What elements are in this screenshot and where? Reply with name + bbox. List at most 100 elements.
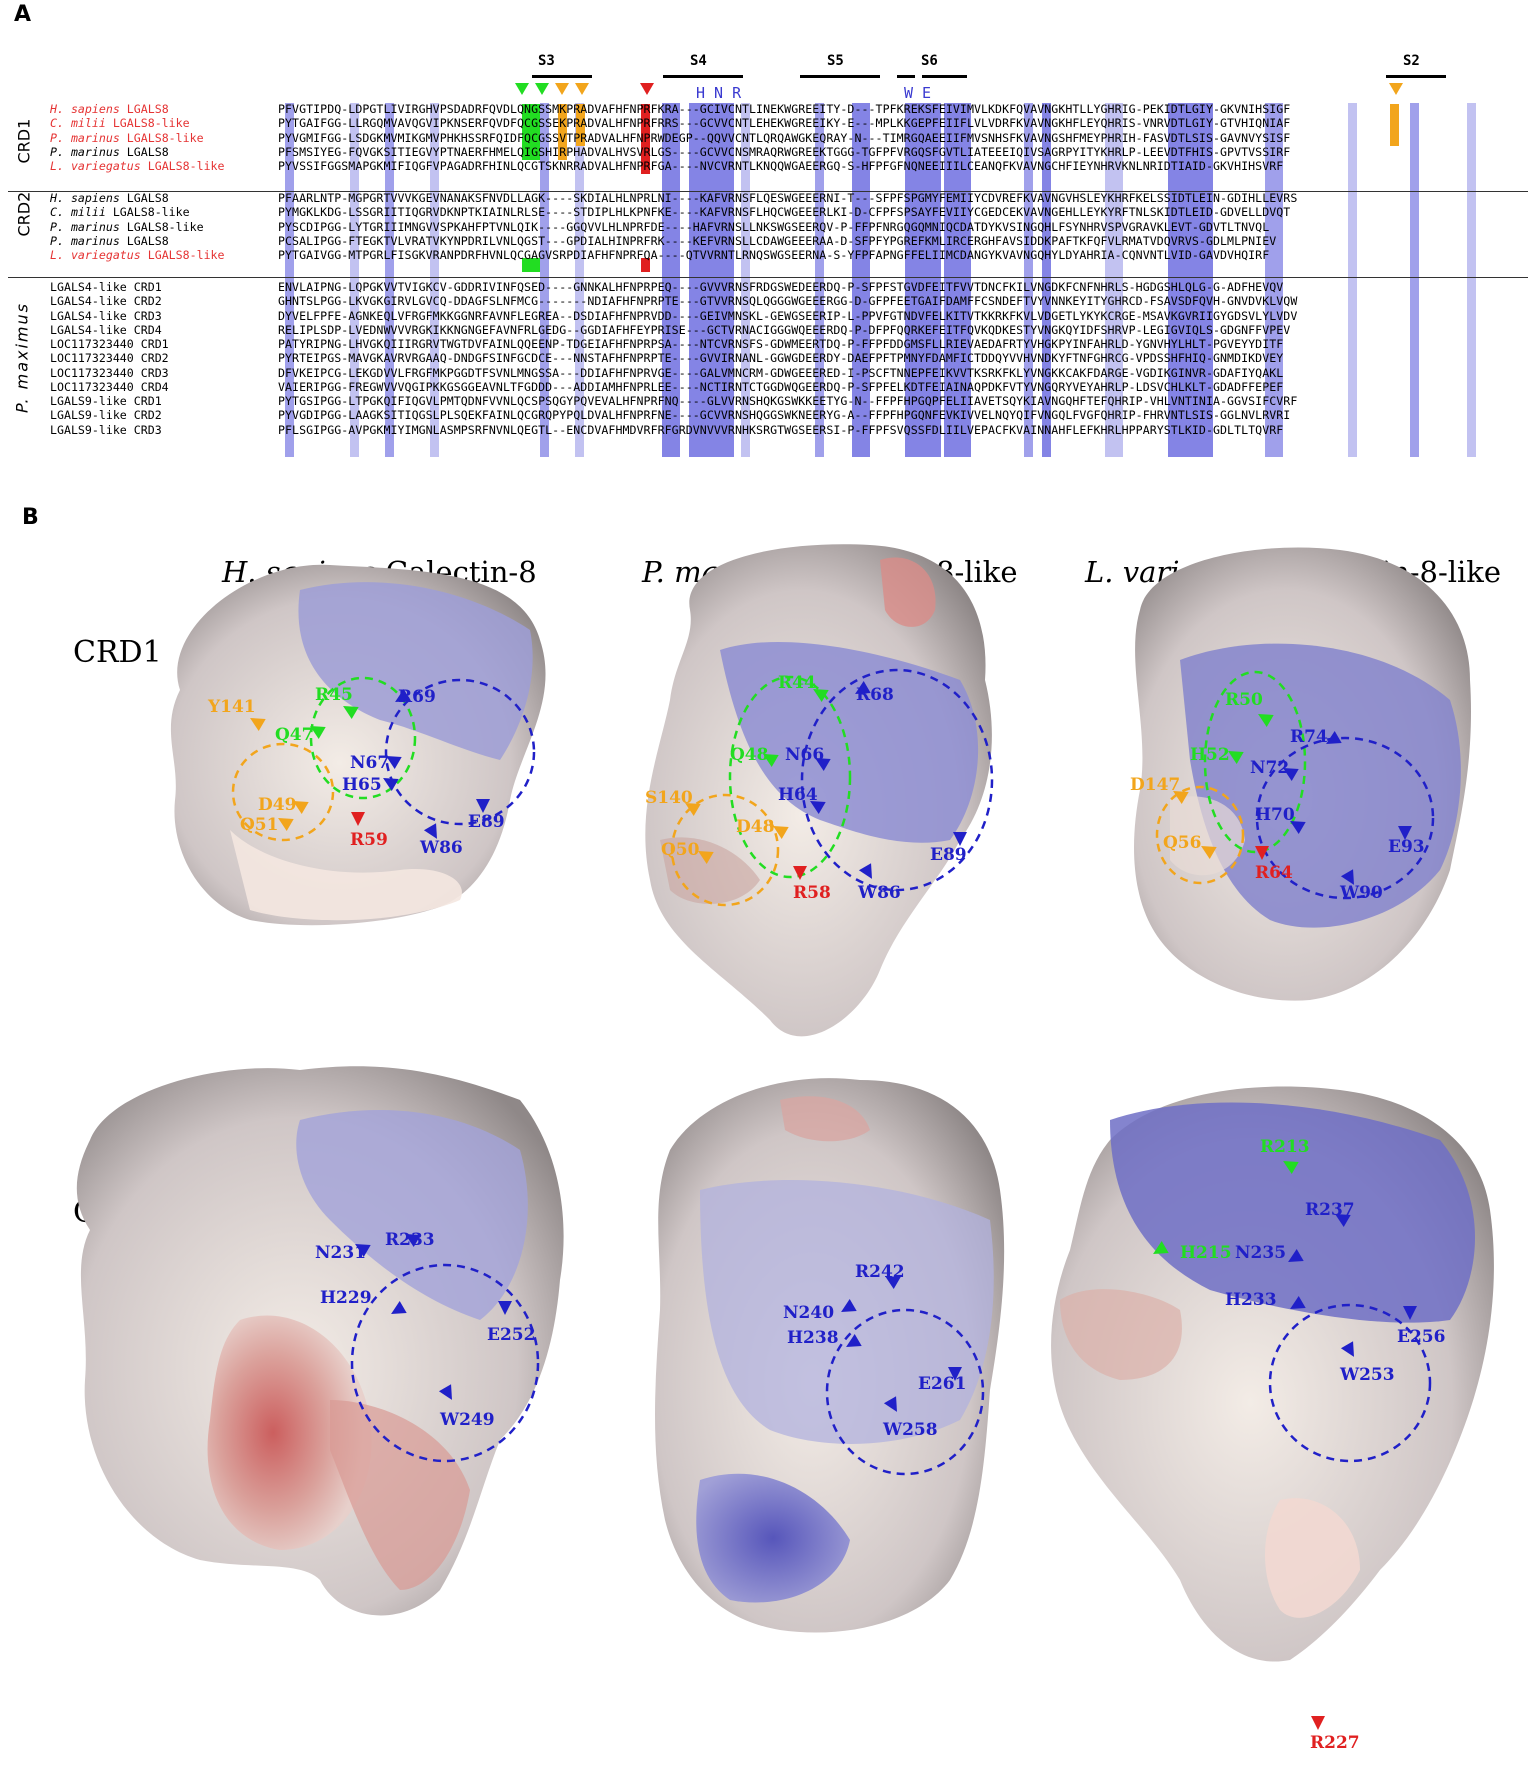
residue-label-e93: E93 — [1388, 837, 1425, 857]
site-circle-blue — [800, 668, 994, 892]
green-triangle-marker — [515, 83, 529, 95]
residue-triangle-marker — [355, 1244, 371, 1258]
sequence-name: P. marinus LGALS8 — [50, 144, 169, 159]
surface-lv-crd1 — [1134, 547, 1471, 1001]
residue-triangle-marker — [1201, 846, 1217, 860]
residue-triangle-marker — [883, 1396, 897, 1412]
sequence-row: PYTGAIFGG-LLRGQMVAVQGVIPKNSERFQVDFQCGSSE… — [278, 116, 1291, 131]
residue-triangle-marker — [1398, 826, 1412, 840]
residue-triangle-marker — [250, 718, 266, 732]
sequence-row: PFLSGIPGG-AVPGKMIYIMGNLASMPSRFNVNLQEGTL-… — [278, 422, 1284, 437]
residue-label-h65: H65 — [342, 775, 382, 795]
panel-a-label: A — [14, 2, 32, 27]
sequence-name: P. marinus LGALS8 — [50, 233, 169, 248]
residue-label-d147: D147 — [1130, 775, 1180, 795]
residue-triangle-marker — [395, 688, 411, 702]
residue-triangle-marker — [793, 866, 807, 880]
sequence-name: LOC117323440 CRD3 — [50, 365, 169, 380]
residue-triangle-marker — [310, 726, 326, 740]
residue-triangle-marker — [763, 754, 779, 768]
sequence-row: PYTGAIVGG-MTPGRLFISGKVRANPDRFHVNLQCGAGVS… — [278, 248, 1270, 262]
sequence-row: DFVKEIPCG-LEKGDVVLFRGFMKPGGDTFSVNLMNGSSA… — [278, 365, 1284, 380]
site-circle-orange — [670, 793, 780, 907]
sequence-row: PFAARLNTP-MGPGRTVVVKGEVNANAKSFNVDLLAGK--… — [278, 191, 1298, 205]
residue-triangle-marker — [391, 1300, 407, 1314]
residue-triangle-marker — [1340, 1341, 1354, 1357]
sequence-name: C. milii LGALS8-like — [50, 205, 190, 220]
residue-label-r50: R50 — [1225, 690, 1263, 710]
green-highlight — [522, 104, 540, 160]
residue-label-r58: R58 — [793, 883, 831, 903]
residue-label-q47: Q47 — [275, 725, 313, 745]
residue-label-r237: R237 — [1305, 1200, 1355, 1220]
residue-triangle-marker — [810, 801, 826, 815]
residue-triangle-marker — [386, 756, 402, 770]
residue-label-r45: R45 — [315, 685, 353, 705]
residue-label-e256: E256 — [1397, 1327, 1445, 1347]
conservation-shade — [430, 103, 439, 457]
sequence-name: LGALS4-like CRD3 — [50, 308, 162, 323]
sequence-name: LOC117323440 CRD4 — [50, 379, 169, 394]
conservation-shade — [815, 103, 824, 457]
residue-triangle-marker — [1311, 1716, 1325, 1730]
surface-hs-crd1 — [170, 564, 546, 926]
residue-triangle-marker — [846, 1333, 862, 1347]
surface-pm-crd1 — [645, 544, 992, 1037]
site-circle-blue — [1268, 1303, 1432, 1463]
residue-label-e89: E89 — [468, 812, 505, 832]
residue-label-q56: Q56 — [1163, 833, 1201, 853]
conservation-shade — [575, 103, 584, 457]
strand-label-s6: S6 — [921, 53, 938, 69]
green-triangle-marker — [535, 83, 549, 95]
residue-label-h70: H70 — [1255, 805, 1295, 825]
sequence-row: PYVSSIFGGSMAPGKMIFIQGFVPAGADRFHINLQCGTSK… — [278, 159, 1284, 173]
residue-label-w253: W253 — [1339, 1365, 1395, 1385]
sequence-name: LGALS9-like CRD1 — [50, 394, 162, 408]
residue-label-r242: R242 — [855, 1262, 905, 1282]
conservation-shade — [905, 103, 941, 457]
residue-label-e252: E252 — [487, 1325, 535, 1345]
conservation-shade — [350, 103, 359, 457]
residue-label-e261: E261 — [918, 1374, 966, 1394]
sequence-row: PFSMSIYEG-FQVGKSITIEGVYPTNAERFHMELQIGSHI… — [278, 144, 1291, 159]
panel-b: B H. sapiens Galectin-8 P. marinus Galec… — [0, 500, 1535, 1765]
strand-label-s3: S3 — [538, 53, 555, 69]
sequence-row: PYRTEIPGS-MAVGKAVRVRGAAQ-DNDGFSINFGCDCE-… — [278, 351, 1284, 366]
residue-label-n240: N240 — [783, 1303, 834, 1323]
residue-label-q51: Q51 — [240, 815, 278, 835]
residue-label-r68: R68 — [856, 685, 894, 705]
orange-highlight — [558, 104, 567, 160]
residue-triangle-marker — [343, 706, 359, 720]
residue-label-q48: Q48 — [730, 745, 768, 765]
surface-hs-crd2 — [76, 1066, 564, 1616]
strand-bar-s5 — [800, 75, 880, 78]
residue-triangle-marker — [1290, 1295, 1306, 1309]
panel-b-label: B — [22, 505, 39, 530]
red-highlight — [641, 258, 650, 272]
orange-triangle-marker — [575, 83, 589, 95]
site-circle-orange — [231, 742, 335, 842]
residue-label-y141: Y141 — [207, 697, 256, 717]
site-circle-green — [1203, 670, 1307, 854]
residue-triangle-marker — [885, 1276, 901, 1290]
residue-label-w249: W249 — [439, 1410, 495, 1430]
sequence-row: VAIERIPGG-FREGWVVVQGIPKKGSGGEAVNLTFGDDD-… — [278, 379, 1284, 394]
residue-label-n72: N72 — [1250, 758, 1289, 778]
sequence-row: PATYRIPNG-LHVGKQIIIRGRVTWGTDVFAINLQQEENP… — [278, 337, 1284, 351]
conservation-shade — [1348, 103, 1357, 457]
residue-triangle-marker — [953, 832, 967, 846]
conservation-shade — [385, 103, 394, 457]
residue-triangle-marker — [1340, 869, 1354, 885]
conservation-shade — [1042, 103, 1051, 457]
strand-bar-s6a — [897, 75, 915, 78]
residue-label-h229: H229 — [320, 1288, 372, 1308]
residue-triangle-marker — [1258, 714, 1274, 728]
residue-label-s140: S140 — [645, 788, 693, 808]
residue-triangle-marker — [293, 801, 309, 815]
site-circle-green — [728, 675, 852, 879]
residue-triangle-marker — [855, 680, 871, 694]
residue-triangle-marker — [773, 826, 789, 840]
orange-highlight — [576, 104, 585, 146]
residue-label-r74: R74 — [1290, 727, 1328, 747]
